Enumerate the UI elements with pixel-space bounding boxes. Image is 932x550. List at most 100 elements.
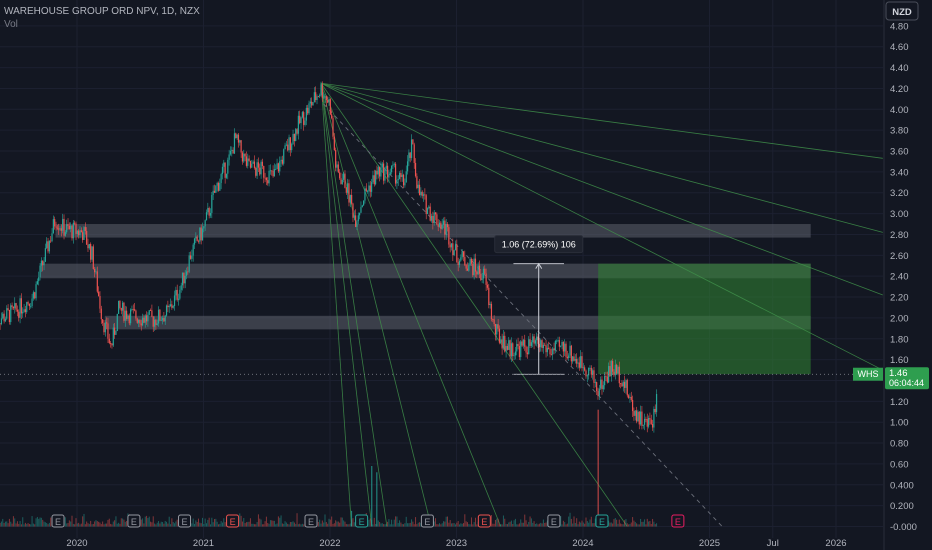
candle-body [545,345,547,353]
candle-body [345,187,347,193]
y-tick-label: 0.400 [890,480,914,491]
volume-bar [163,523,165,527]
candle-body [413,144,415,163]
volume-bar [299,523,301,527]
volume-bar [573,516,575,527]
candle-body [538,343,540,348]
candle-body [542,344,544,348]
candle-body [651,424,654,428]
volume-bar [574,523,576,527]
volume-bar [577,524,579,527]
y-tick-label: 3.20 [890,188,909,199]
candle-body [473,258,475,276]
volume-bar [264,521,266,527]
volume-bar [95,520,97,527]
candle-body [404,182,406,186]
candle-body [209,212,212,216]
candle-body [525,346,527,353]
candle-body [596,382,598,392]
volume-bar [532,522,534,527]
volume-bar [31,516,33,527]
candle-body [111,343,113,346]
candle-body [480,273,482,280]
event-marker [420,514,434,528]
candle-body [643,418,646,425]
volume-bar [224,522,226,527]
volume-bar [644,519,646,527]
volume-bar [388,519,390,527]
volume-bar [347,524,349,527]
volume-bar [416,524,418,527]
candle-body [4,318,7,322]
candle-body [319,95,321,97]
candle-body [164,315,166,322]
volume-bar [405,516,407,527]
candle-body [75,223,77,234]
candle-body [553,348,555,351]
candle-body [339,172,341,179]
candle-body [20,298,23,314]
volume-bar [498,524,500,527]
currency-button-frame [885,1,919,21]
candle-body [396,180,398,184]
candle-body [267,180,269,184]
volume-bar [560,515,562,527]
volume-bar [593,523,595,527]
volume-bar [502,515,504,527]
volume-bar [208,517,210,527]
candle-body [259,167,261,175]
candle-body [537,336,539,344]
candle-body [308,103,310,114]
candle-body [22,311,24,314]
candle-body [557,340,559,341]
volume-bar [625,519,627,527]
candle-body [524,339,526,347]
candle-body [265,178,268,181]
currency-button[interactable]: NZD [885,1,919,21]
volume-bar [474,517,476,527]
candle-body [119,300,121,308]
volume-bar [207,519,209,527]
candle-body [325,96,327,101]
candle-body [47,241,49,252]
candle-body [169,304,172,307]
time-axis[interactable]: 2020 2021 2022 2023 2024 2025 Jul 2026 [66,538,846,549]
candle-body [183,272,185,284]
candle-body [624,381,626,388]
volume-bar [648,521,650,527]
volume-bar [525,520,527,527]
candle-body [320,84,322,96]
y-tick-label: 0.200 [890,501,914,512]
candle-body [436,214,438,225]
candle-body [333,136,335,151]
candle-body [424,194,426,196]
candle-body [269,170,272,172]
volume-bar [217,524,219,527]
candle-body [361,205,363,208]
candle-body [161,318,164,321]
candle-body [144,315,146,323]
volume-bar [146,515,148,527]
chart-title: WAREHOUSE GROUP ORD NPV, 1D, NZX [4,6,200,17]
candle-body [492,319,494,320]
volume-bar [244,523,246,527]
volume-bar [513,520,515,527]
candle-body [237,134,240,143]
candle-body [574,358,576,361]
candle-body [6,308,8,319]
event-marker [355,514,369,528]
candle-body [92,246,94,269]
candle-body [392,164,394,166]
candle-body [434,212,437,215]
candle-body [283,149,285,164]
candle-body [137,319,140,323]
candle-body [197,240,200,242]
candle-body [72,222,74,239]
candle-body [43,261,45,266]
candle-body [87,244,89,249]
volume-bar [317,522,319,527]
volume-bar [516,524,518,527]
candle-body [236,134,238,139]
